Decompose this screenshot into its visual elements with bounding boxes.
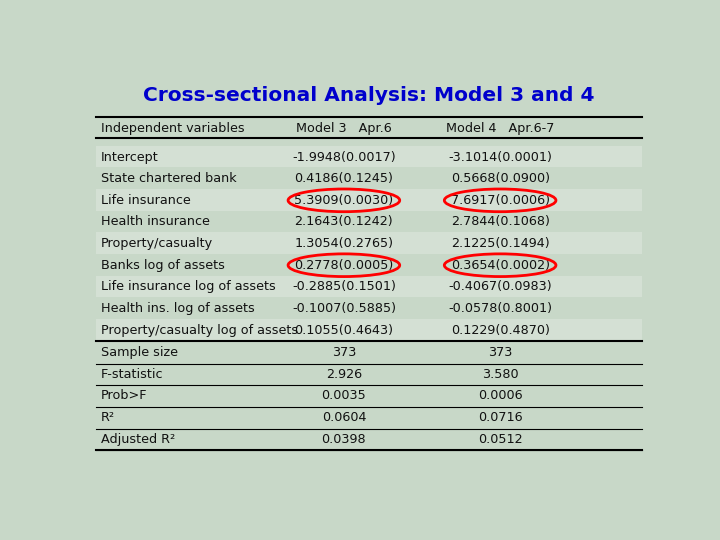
Text: 0.1229(0.4870): 0.1229(0.4870) [451, 323, 549, 336]
Text: Health ins. log of assets: Health ins. log of assets [101, 302, 255, 315]
Text: 373: 373 [488, 346, 513, 359]
Bar [96, 297, 642, 319]
Text: 0.1055(0.4643): 0.1055(0.4643) [294, 323, 393, 336]
Text: -0.1007(0.5885): -0.1007(0.5885) [292, 302, 396, 315]
Text: 0.2778(0.0005): 0.2778(0.0005) [294, 259, 394, 272]
Text: -0.4067(0.0983): -0.4067(0.0983) [449, 280, 552, 293]
Bar [96, 167, 642, 189]
Text: 373: 373 [332, 346, 356, 359]
Text: 2.926: 2.926 [326, 368, 362, 381]
Text: 0.0035: 0.0035 [322, 389, 366, 402]
Text: 0.0398: 0.0398 [322, 433, 366, 446]
Text: 0.4186(0.1245): 0.4186(0.1245) [294, 172, 393, 185]
Text: 0.3654(0.0002): 0.3654(0.0002) [451, 259, 549, 272]
Text: 0.0604: 0.0604 [322, 411, 366, 424]
Text: 3.580: 3.580 [482, 368, 518, 381]
Bar [96, 254, 642, 275]
Text: Cross-sectional Analysis: Model 3 and 4: Cross-sectional Analysis: Model 3 and 4 [143, 85, 595, 105]
Text: -1.9948(0.0017): -1.9948(0.0017) [292, 151, 396, 164]
Text: F-statistic: F-statistic [101, 368, 163, 381]
Text: 7.6917(0.0006): 7.6917(0.0006) [451, 194, 549, 207]
Text: Intercept: Intercept [101, 151, 159, 164]
Text: Model 3   Apr.6: Model 3 Apr.6 [296, 122, 392, 134]
Text: -0.2885(0.1501): -0.2885(0.1501) [292, 280, 396, 293]
Bar [96, 275, 642, 297]
Text: 0.5668(0.0900): 0.5668(0.0900) [451, 172, 549, 185]
Text: 2.7844(0.1068): 2.7844(0.1068) [451, 215, 549, 228]
Text: 0.0512: 0.0512 [478, 433, 523, 446]
Text: 5.3909(0.0030): 5.3909(0.0030) [294, 194, 393, 207]
Bar [96, 189, 642, 211]
Text: Banks log of assets: Banks log of assets [101, 259, 225, 272]
Text: 0.0716: 0.0716 [478, 411, 523, 424]
Text: Adjusted R²: Adjusted R² [101, 433, 176, 446]
Text: -3.1014(0.0001): -3.1014(0.0001) [448, 151, 552, 164]
Text: 2.1225(0.1494): 2.1225(0.1494) [451, 237, 549, 250]
Text: 0.0006: 0.0006 [478, 389, 523, 402]
Text: -0.0578(0.8001): -0.0578(0.8001) [448, 302, 552, 315]
Text: State chartered bank: State chartered bank [101, 172, 237, 185]
Text: 2.1643(0.1242): 2.1643(0.1242) [294, 215, 393, 228]
Bar [96, 211, 642, 232]
Text: Prob>F: Prob>F [101, 389, 148, 402]
Text: R²: R² [101, 411, 115, 424]
Text: Life insurance: Life insurance [101, 194, 191, 207]
Text: Model 4   Apr.6-7: Model 4 Apr.6-7 [446, 122, 554, 134]
Bar [96, 232, 642, 254]
Text: Property/casualty log of assets: Property/casualty log of assets [101, 323, 298, 336]
Bar [96, 319, 642, 340]
Bar [96, 146, 642, 167]
Text: Health insurance: Health insurance [101, 215, 210, 228]
Text: Independent variables: Independent variables [101, 122, 245, 134]
Text: Sample size: Sample size [101, 346, 178, 359]
Text: Property/casualty: Property/casualty [101, 237, 213, 250]
Text: Life insurance log of assets: Life insurance log of assets [101, 280, 276, 293]
Text: 1.3054(0.2765): 1.3054(0.2765) [294, 237, 393, 250]
